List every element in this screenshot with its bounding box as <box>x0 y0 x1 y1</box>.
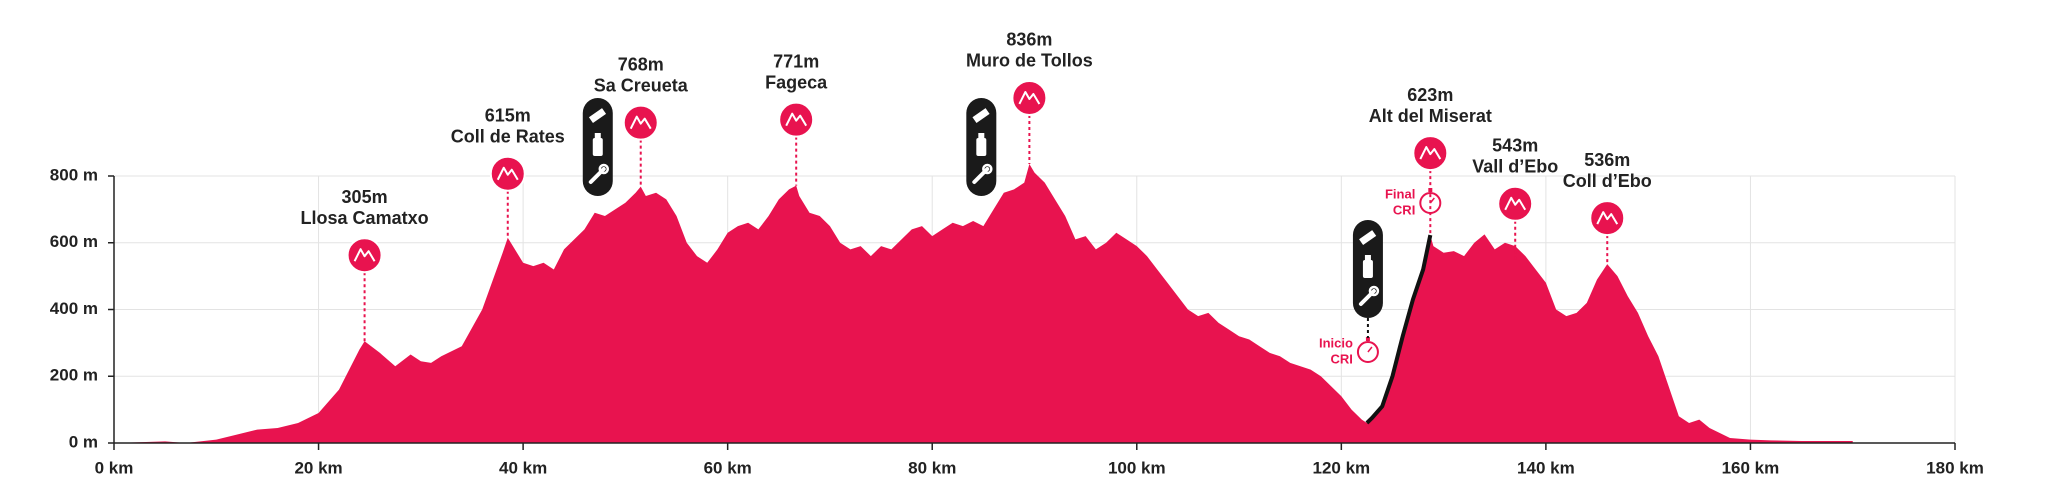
cri-segment <box>1365 234 1433 425</box>
wrench-head <box>1368 285 1380 297</box>
aid-station <box>582 98 613 196</box>
y-tick-label: 600 m <box>50 232 98 251</box>
elevation-area <box>114 163 1853 444</box>
peak-elevation: 836m <box>1006 30 1052 50</box>
bottle-cap <box>978 133 985 138</box>
mountain-icon <box>496 166 519 181</box>
wrench-head <box>982 163 993 175</box>
peak-elevation: 615m <box>485 105 531 125</box>
peak-name: Coll de Rates <box>451 126 565 146</box>
peak-elevation: 305m <box>342 187 388 207</box>
stopwatch-hand <box>1367 346 1373 353</box>
y-tick-label: 800 m <box>50 165 98 184</box>
mountain-icon <box>785 112 808 127</box>
peak-name: Fageca <box>765 72 828 92</box>
peak-name: Vall d’Ebo <box>1472 157 1558 177</box>
x-tick-label: 20 km <box>294 458 342 477</box>
y-tick-label: 0 m <box>69 432 98 451</box>
cri-label: Inicio <box>1319 335 1353 350</box>
x-tick-label: 100 km <box>1108 458 1166 477</box>
peak-name: Coll d’Ebo <box>1563 171 1652 191</box>
x-tick-label: 120 km <box>1312 458 1370 477</box>
bottle-icon <box>976 138 987 156</box>
y-tick-label: 400 m <box>50 299 98 318</box>
x-tick-label: 140 km <box>1517 458 1575 477</box>
bar-icon <box>588 108 607 124</box>
bottle-icon <box>592 138 603 156</box>
aid-station <box>966 98 997 196</box>
aid-station <box>1352 220 1383 318</box>
peak-elevation: 623m <box>1407 85 1453 105</box>
stopwatch-top <box>1365 337 1370 341</box>
mountain-icon <box>353 248 376 262</box>
peak-elevation: 768m <box>618 54 664 74</box>
x-tick-label: 0 km <box>95 458 134 477</box>
mountain-icon <box>1018 90 1041 105</box>
bottle-cap <box>1364 255 1371 260</box>
peak-name: Sa Creueta <box>594 75 689 95</box>
x-tick-label: 180 km <box>1926 458 1984 477</box>
mountain-icon <box>1419 146 1442 160</box>
cri-label: CRI <box>1393 202 1415 217</box>
peak-elevation: 543m <box>1492 136 1538 156</box>
bar-icon <box>972 108 990 124</box>
peak-elevation: 771m <box>773 51 819 71</box>
mountain-icon <box>629 115 652 130</box>
x-tick-label: 160 km <box>1722 458 1780 477</box>
x-tick-label: 40 km <box>499 458 547 477</box>
bottle-icon <box>1362 260 1373 278</box>
bar-icon <box>1359 230 1377 246</box>
cri-label: Final <box>1385 186 1415 201</box>
x-tick-label: 80 km <box>908 458 956 477</box>
bottle-cap <box>594 133 601 138</box>
peak-name: Llosa Camatxo <box>301 208 429 228</box>
cri-label: CRI <box>1331 351 1353 366</box>
wrench-head <box>598 163 610 175</box>
peak-elevation: 536m <box>1584 150 1630 170</box>
peak-name: Muro de Tollos <box>966 51 1093 71</box>
peak-name: Alt del Miserat <box>1369 106 1492 126</box>
x-tick-label: 60 km <box>704 458 752 477</box>
y-tick-label: 200 m <box>50 366 98 385</box>
mountain-icon <box>1596 211 1619 225</box>
mountain-icon <box>1504 196 1527 211</box>
